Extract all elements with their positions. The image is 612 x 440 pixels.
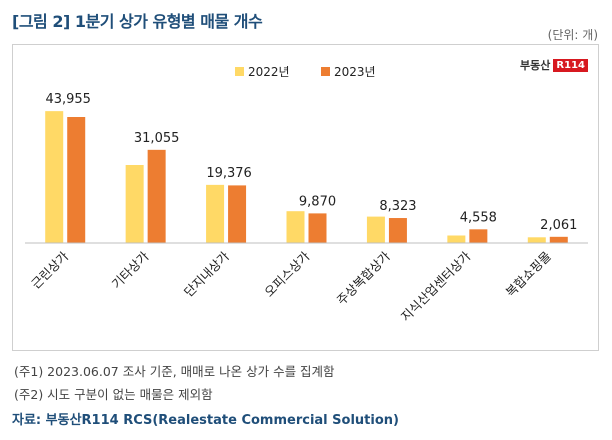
logo-mark: R114 — [553, 58, 588, 72]
legend-swatch-0 — [235, 67, 244, 76]
data-label-5: 4,558 — [460, 210, 497, 225]
bar-0-4 — [366, 216, 385, 243]
data-label-3: 9,870 — [299, 194, 336, 209]
legend-label-0: 2022년 — [248, 65, 290, 79]
category-label-3: 오피스상가 — [261, 248, 313, 300]
bar-1-2 — [228, 185, 247, 243]
chart-area: 부동산 R114 2022년 2023년 43,955 근린상가 31,055 기타상가 1… — [12, 44, 599, 351]
note-1: (주1) 2023.06.07 조사 기준, 매매로 나온 상가 수를 집계함 — [14, 364, 335, 379]
logo-text: 부동산 — [520, 59, 551, 72]
bar-0-0 — [45, 111, 64, 243]
bar-1-4 — [388, 218, 407, 243]
unit-label: (단위: 개) — [547, 28, 598, 42]
data-label-2: 19,376 — [206, 166, 252, 181]
bar-1-3 — [308, 213, 327, 243]
data-label-0: 43,955 — [45, 92, 91, 107]
source-label: 자료: 부동산R114 RCS(Realestate Commercial So… — [12, 413, 399, 428]
bar-1-5 — [469, 229, 488, 243]
data-label-1: 31,055 — [134, 131, 180, 146]
bar-0-2 — [206, 184, 225, 243]
bar-0-1 — [125, 165, 144, 243]
bar-0-6 — [527, 237, 546, 243]
category-label-2: 단지내상가 — [181, 248, 233, 300]
bar-1-6 — [549, 236, 568, 243]
data-label-6: 2,061 — [540, 218, 577, 233]
r114-logo: 부동산 R114 — [520, 57, 588, 73]
data-label-4: 8,323 — [379, 199, 416, 214]
category-label-6: 복합쇼핑몰 — [503, 249, 554, 300]
bar-0-3 — [286, 211, 305, 243]
category-label-4: 주상복합상가 — [334, 248, 394, 308]
category-label-1: 기타상가 — [109, 248, 152, 291]
bar-chart: 2022년 2023년 43,955 근린상가 31,055 기타상가 19,376 단지내상… — [25, 65, 588, 324]
bar-1-1 — [147, 149, 166, 243]
bar-1-0 — [67, 117, 86, 243]
category-label-0: 근린상가 — [28, 248, 71, 291]
chart-title: [그림 2] 1분기 상가 유형별 매물 개수 — [12, 12, 263, 31]
note-2: (주2) 시도 구분이 없는 매물은 제외함 — [14, 387, 213, 402]
category-label-5: 지식산업센터상가 — [398, 248, 474, 324]
bar-0-5 — [447, 235, 466, 243]
legend-label-1: 2023년 — [334, 65, 376, 79]
legend-swatch-1 — [321, 67, 330, 76]
